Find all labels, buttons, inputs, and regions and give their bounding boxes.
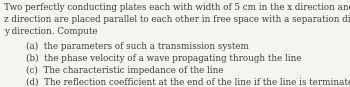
Text: (b)  the phase velocity of a wave propagating through the line: (b) the phase velocity of a wave propaga… bbox=[26, 54, 302, 63]
Text: (c)  The characteristic impedance of the line: (c) The characteristic impedance of the … bbox=[26, 66, 224, 75]
Text: (a)  the parameters of such a transmission system: (a) the parameters of such a transmissio… bbox=[26, 42, 249, 51]
Text: z direction are placed parallel to each other in free space with a separation di: z direction are placed parallel to each … bbox=[4, 15, 350, 24]
Text: (d)  The reflection coefficient at the end of the line if the line is terminated: (d) The reflection coefficient at the en… bbox=[26, 77, 350, 87]
Text: y direction. Compute: y direction. Compute bbox=[4, 27, 98, 36]
Text: Two perfectly conducting plates each with width of 5 cm in the x direction and l: Two perfectly conducting plates each wit… bbox=[4, 3, 350, 12]
